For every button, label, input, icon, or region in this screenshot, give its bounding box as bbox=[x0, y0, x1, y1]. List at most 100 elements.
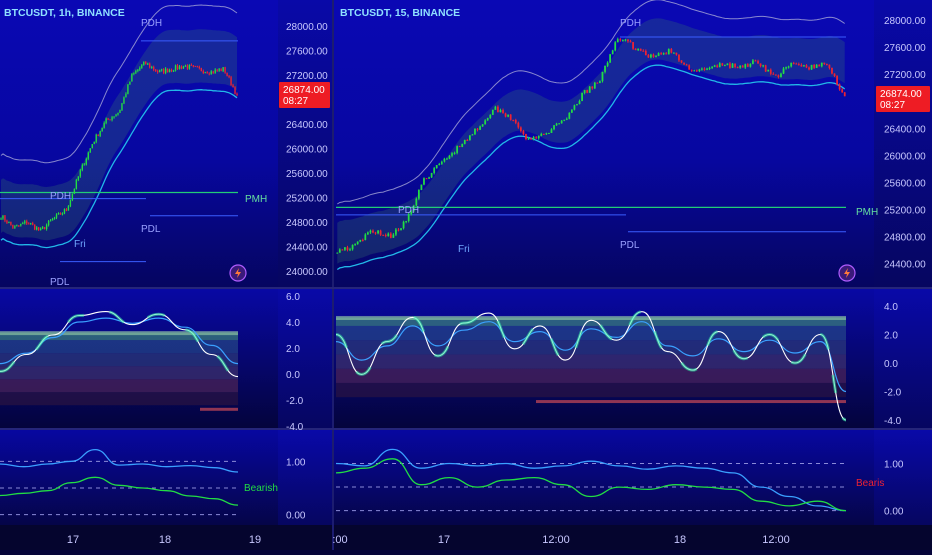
candle-body bbox=[517, 122, 520, 128]
right-oscillator-axis[interactable] bbox=[874, 289, 932, 428]
candle-body bbox=[810, 64, 813, 70]
candle-body bbox=[762, 65, 765, 67]
candle-body bbox=[410, 211, 413, 215]
candle-body bbox=[147, 63, 149, 65]
left-price-badge: 26874.00 08:27 bbox=[279, 82, 330, 108]
left-time-axis[interactable] bbox=[0, 525, 332, 550]
right-ratio-axis[interactable] bbox=[874, 430, 932, 525]
candle-body bbox=[703, 68, 706, 70]
right-ratio-upper-line bbox=[335, 448, 847, 512]
candle-body bbox=[379, 230, 382, 235]
candle-body bbox=[491, 109, 494, 115]
candle-body bbox=[216, 69, 218, 71]
right-pdh-mid-label: PDH bbox=[398, 205, 419, 216]
candle-body bbox=[4, 215, 6, 221]
right-symbol-label: BTCUSDT, 15, BINANCE bbox=[340, 7, 460, 19]
candle-body bbox=[428, 177, 430, 179]
left-price-tick: 26400.00 bbox=[286, 120, 328, 131]
candle-body bbox=[767, 69, 770, 72]
candle-body bbox=[535, 137, 538, 139]
candle-body bbox=[190, 64, 193, 66]
candle-body bbox=[754, 60, 757, 62]
candle-body bbox=[35, 227, 38, 230]
right-time-axis[interactable] bbox=[334, 525, 932, 550]
candle-body bbox=[680, 60, 683, 63]
lightning-icon[interactable] bbox=[229, 264, 247, 282]
candle-body bbox=[797, 64, 800, 66]
candle-body bbox=[657, 53, 660, 56]
candle-body bbox=[234, 87, 236, 94]
candle-body bbox=[178, 66, 181, 70]
left-upper-band bbox=[0, 4, 238, 164]
candle-body bbox=[151, 66, 153, 68]
candle-body bbox=[129, 81, 131, 85]
candle-body bbox=[18, 225, 20, 227]
left-envelope-fill bbox=[1, 29, 237, 241]
left-price-pane[interactable] bbox=[0, 0, 278, 287]
lightning-icon[interactable] bbox=[838, 264, 856, 282]
left-price-tick: 28000.00 bbox=[286, 22, 328, 33]
candle-body bbox=[67, 206, 70, 211]
right-envelope-fill bbox=[337, 18, 845, 264]
divider-oscillator-ratio[interactable] bbox=[0, 428, 932, 430]
right-upper-threshold-strip bbox=[336, 315, 846, 320]
right-price-axis[interactable] bbox=[874, 0, 932, 287]
candle-body bbox=[570, 109, 573, 113]
candle-body bbox=[627, 39, 629, 42]
left-upper-threshold-strip bbox=[0, 331, 238, 336]
candle-body bbox=[12, 224, 14, 228]
right-price-pane[interactable] bbox=[334, 0, 874, 287]
right-heat-band bbox=[336, 368, 846, 383]
candle-body bbox=[746, 64, 749, 67]
candle-body bbox=[471, 134, 474, 136]
candle-body bbox=[621, 40, 624, 42]
right-ratio-pane[interactable] bbox=[334, 430, 874, 525]
left-time-tick: 17 bbox=[67, 534, 79, 546]
candle-body bbox=[662, 53, 665, 55]
left-day-label: Fri bbox=[74, 239, 86, 250]
candle-body bbox=[828, 64, 831, 68]
divider-price-oscillator[interactable] bbox=[0, 287, 932, 289]
left-ratio-lower-line bbox=[0, 476, 239, 506]
candle-body bbox=[675, 52, 678, 55]
candle-body bbox=[374, 232, 377, 234]
candle-body bbox=[158, 70, 161, 73]
candle-body bbox=[91, 144, 93, 149]
candle-body bbox=[825, 64, 828, 66]
right-lower-threshold-strip bbox=[536, 400, 846, 404]
candle-body bbox=[131, 73, 133, 82]
candle-body bbox=[670, 49, 673, 53]
candle-body bbox=[463, 140, 466, 144]
candle-body bbox=[16, 225, 18, 227]
candle-body bbox=[652, 54, 655, 57]
candle-body bbox=[188, 64, 191, 69]
right-heat-band bbox=[336, 317, 846, 326]
vertical-divider[interactable] bbox=[332, 0, 334, 550]
candle-body bbox=[476, 128, 479, 130]
left-price-axis[interactable] bbox=[278, 0, 332, 287]
candle-body bbox=[479, 126, 481, 130]
candle-body bbox=[226, 72, 228, 77]
candle-body bbox=[139, 67, 141, 70]
candle-body bbox=[468, 135, 471, 141]
left-price-tick: 27600.00 bbox=[286, 47, 328, 58]
left-ratio-pane[interactable] bbox=[0, 430, 278, 525]
right-countdown: 08:27 bbox=[880, 100, 905, 111]
candle-body bbox=[41, 227, 44, 229]
candle-body bbox=[808, 67, 810, 70]
candle-body bbox=[716, 65, 719, 68]
candle-body bbox=[149, 63, 151, 68]
candle-body bbox=[604, 65, 606, 72]
candle-body bbox=[366, 232, 369, 235]
candle-body bbox=[30, 223, 32, 225]
candle-body bbox=[95, 134, 97, 142]
left-ratio-axis[interactable] bbox=[278, 430, 332, 525]
candle-body bbox=[433, 168, 436, 174]
candle-body bbox=[230, 77, 232, 86]
right-basis-line bbox=[336, 64, 846, 271]
right-oscillator-tick: 2.0 bbox=[884, 331, 898, 342]
left-oscillator-axis[interactable] bbox=[278, 289, 332, 428]
candle-body bbox=[757, 61, 759, 64]
candle-body bbox=[176, 65, 179, 70]
right-heat-band bbox=[336, 382, 846, 398]
